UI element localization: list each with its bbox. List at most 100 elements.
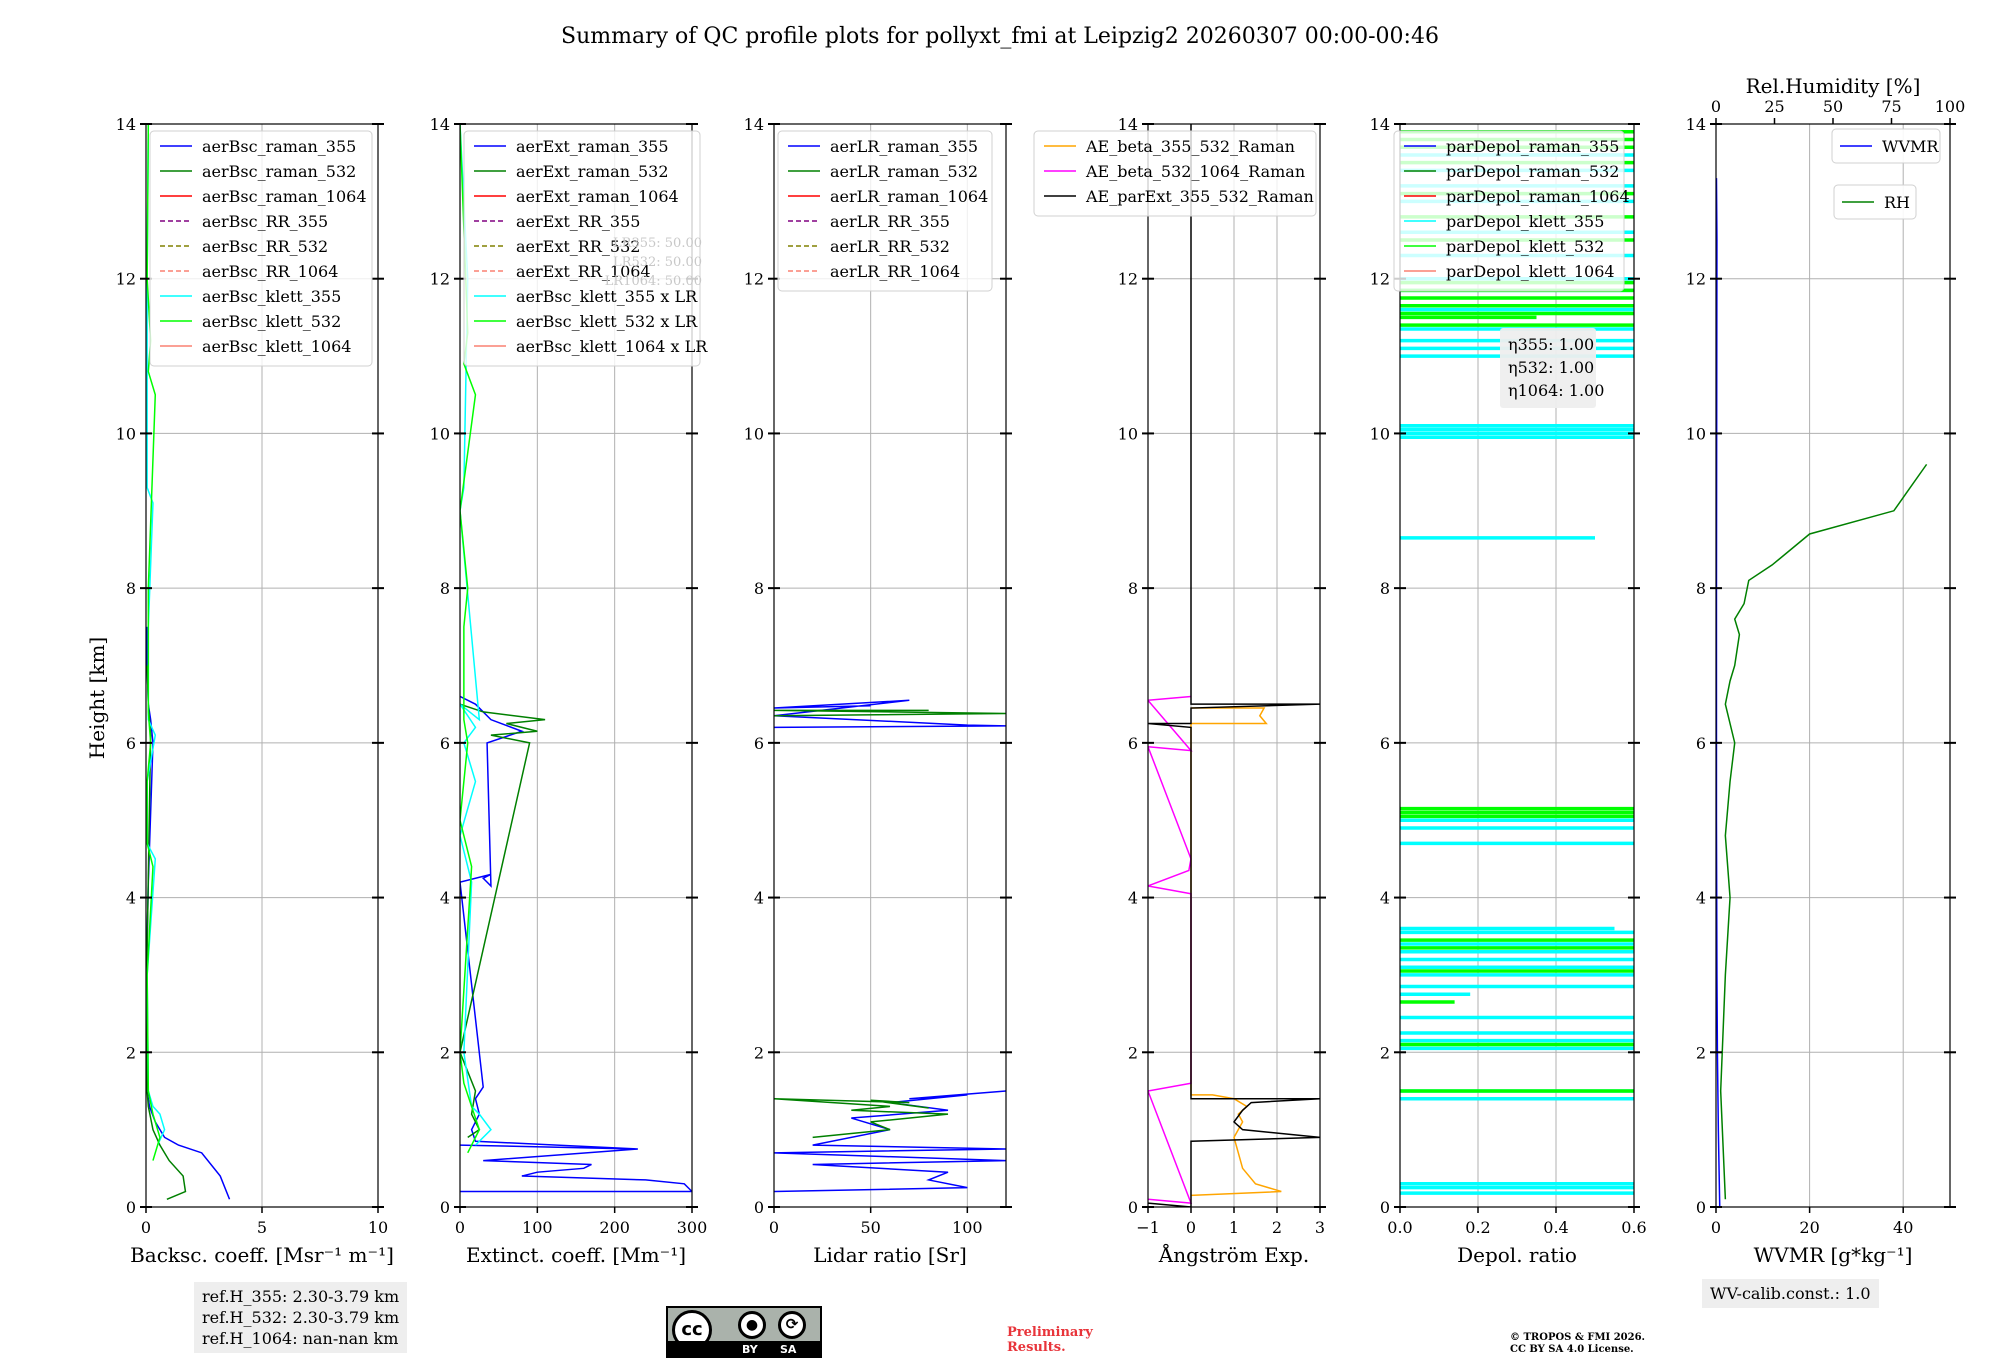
x-tick-label: 50 [860,1218,880,1237]
reference-height-box: ref.H_355: 2.30-3.79 km ref.H_532: 2.30-… [194,1282,408,1353]
y-tick-label: 0 [1696,1198,1706,1217]
ref-height-355: ref.H_355: 2.30-3.79 km [202,1287,400,1306]
y-tick-label: 8 [1128,579,1138,598]
legend-label: parDepol_klett_532 [1446,237,1604,256]
y-tick-label: 8 [754,579,764,598]
legend-label: aerBsc_raman_355 [202,137,356,156]
legend-label: aerExt_RR_355 [516,212,640,231]
x-tick-label: 0.2 [1465,1218,1490,1237]
series-group-ae [1148,124,1320,1207]
legend-depol: parDepol_raman_355 parDepol_raman_532 parD… [1393,130,1630,292]
legend-label: aerBsc_RR_532 [202,237,328,256]
series-line-RH [1719,463,1928,1200]
y-tick-label: 10 [116,424,136,443]
x-tick-label: 100 [952,1218,983,1237]
y-tick-label: 8 [1696,579,1706,598]
axes-frame [1715,123,1951,1208]
legend-label: aerBsc_klett_355 x LR [516,287,698,306]
x2-tick-label: 75 [1881,97,1901,116]
x-axis-label: WVMR [g*kg⁻¹] [1754,1243,1913,1267]
x2-tick-label: 0 [1711,97,1721,116]
y-tick-label: 12 [744,270,764,289]
legend-label: aerBsc_klett_532 x LR [516,312,698,331]
y-tick-label: 0 [1128,1198,1138,1217]
share-alike-icon: ⟳ [778,1311,806,1339]
legend-box [1393,130,1625,292]
series-group-bsc [146,124,231,1200]
legend-label: aerExt_RR_532 [516,237,640,256]
wv-calib-constant: WV-calib.const.: 1.0 [1710,1284,1871,1303]
legend-label: aerLR_RR_355 [830,212,950,231]
y-tick-label: 12 [1370,270,1390,289]
legend-ext: aerExt_raman_355 aerExt_raman_532 aerExt_r… [463,130,708,367]
lidar-ratio-overlay: LR355: 50.00 [613,236,702,251]
x2-axis-label: Rel.Humidity [%] [1746,74,1921,98]
x-tick-label: 0 [455,1218,465,1237]
y-tick-label: 2 [754,1043,764,1062]
y-tick-label: 4 [1696,889,1706,908]
x-tick-label: 0 [1711,1218,1721,1237]
legend-label: RH [1884,193,1910,212]
y-tick-label: 10 [1118,424,1138,443]
series-group-ext [460,124,692,1193]
y-tick-label: 12 [1686,270,1706,289]
y-axis-label: Height [km] [85,637,109,759]
x-tick-label: 3 [1315,1218,1325,1237]
by-person-icon: ● [738,1311,766,1339]
x-tick-label: 0.4 [1543,1218,1568,1237]
panel-depol: 0 2 4 6 8 10 12 14 0.0 0.2 0.4 0.6 Depol. ratio parDe… [1370,115,1647,1267]
y-tick-label: 4 [126,889,136,908]
series-line-aerBsc_klett_532 [146,124,161,1161]
y-tick-label: 6 [1380,734,1390,753]
x-tick-label: 10 [368,1218,388,1237]
y-tick-label: 0 [1380,1198,1390,1217]
legend-label: AE_beta_355_532_Raman [1085,137,1295,156]
legend-label: aerExt_RR_1064 [516,262,651,281]
x-tick-label: 0.6 [1621,1218,1646,1237]
y-tick-label: 12 [116,270,136,289]
y-tick-label: 6 [126,734,136,753]
legend-label: aerBsc_raman_1064 [202,187,367,206]
legend-label: aerLR_RR_1064 [830,262,960,281]
series-line-AE_parExt_355_532_Raman [1148,124,1320,1207]
legend-label: aerExt_raman_355 [516,137,669,156]
x-axis-label: Ångström Exp. [1158,1242,1309,1267]
copyright-note: © TROPOS & FMI 2026. CC BY SA 4.0 Licens… [1510,1332,1646,1355]
legend-box [1833,184,1917,220]
legend-label: aerLR_raman_532 [830,162,978,181]
x-axis-label: Extinct. coeff. [Mm⁻¹] [466,1243,686,1267]
preliminary-results-note: Preliminary Results. [1007,1325,1093,1355]
axes-frame [459,123,693,1208]
ref-height-1064: ref.H_1064: nan-nan km [202,1329,399,1348]
x-tick-label: 300 [677,1218,708,1237]
y-tick-label: 14 [1118,115,1138,134]
cc-by-label: BY [742,1343,758,1356]
x-axis-label: Depol. ratio [1457,1243,1577,1267]
legend-lr: aerLR_raman_355 aerLR_raman_532 aerLR_rama… [777,130,993,292]
y-tick-label: 6 [1696,734,1706,753]
legend-label: AE_parExt_355_532_Raman [1085,187,1314,206]
y-tick-label: 0 [440,1198,450,1217]
y-tick-label: 14 [1686,115,1706,134]
y-tick-label: 10 [1686,424,1706,443]
eta-box: η355: 1.00 η532: 1.00 η1064: 1.00 [1500,328,1604,408]
cc-license-badge: cc ● ⟳ BY SA [666,1306,822,1358]
legend-box [777,130,993,292]
y-tick-label: 2 [1380,1043,1390,1062]
x-tick-label: 20 [1799,1218,1819,1237]
y-tick-label: 10 [1370,424,1390,443]
figure-title: Summary of QC profile plots for pollyxt_… [561,24,1439,49]
y-tick-label: 6 [1128,734,1138,753]
panel-ext: 0 2 4 6 8 10 12 14 0 100 200 300 Extinct. coeff. [Mm… [430,115,709,1267]
x2-tick-label: 100 [1935,97,1966,116]
y-tick-label: 10 [430,424,450,443]
legend-wvmr: WVMR [1831,128,1941,164]
legend-label: aerBsc_RR_355 [202,212,328,231]
series-line-aerLR_raman_532_6km [774,709,1006,717]
legend-label: aerBsc_RR_1064 [202,262,338,281]
x2-tick-label: 25 [1764,97,1784,116]
legend-label: aerBsc_klett_532 [202,312,341,331]
series-group-lr [774,699,1006,1193]
